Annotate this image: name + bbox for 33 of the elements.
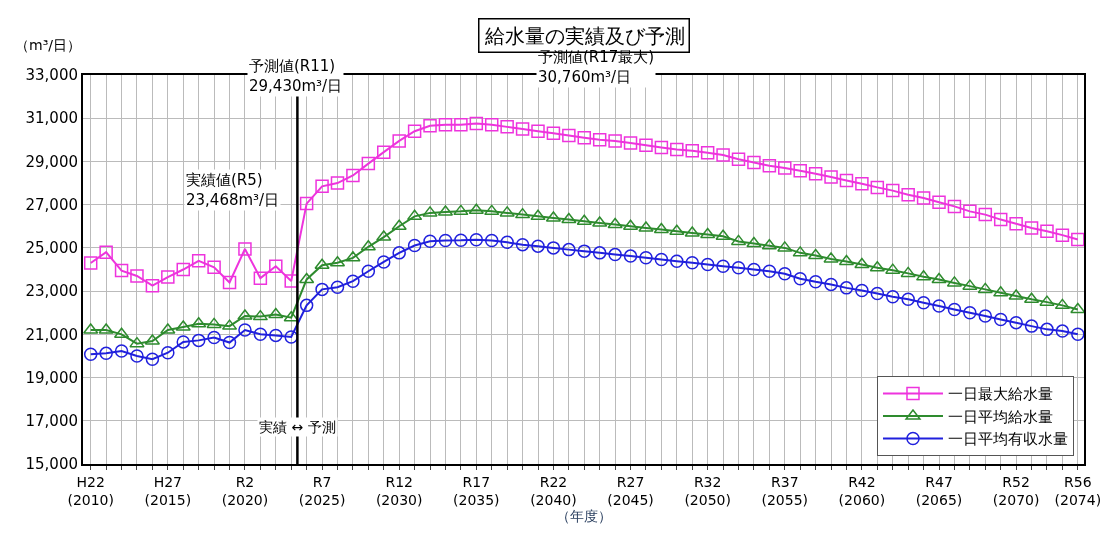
x-tick-label: R32 (2050) <box>684 473 731 508</box>
y-tick-label: 29,000 <box>25 152 78 171</box>
legend-label: 一日最大給水量 <box>947 385 1053 404</box>
x-tick-label: R22 (2040) <box>530 473 577 508</box>
x-tick-label: R56 (2074) <box>1054 473 1102 508</box>
x-tick-label: R37 (2055) <box>761 473 809 508</box>
annotation: 実績値(R5) 23,468m³/日 <box>186 171 280 209</box>
chart-title: 給水量の実績及び予測 <box>483 23 685 48</box>
y-tick-label: 27,000 <box>25 195 78 214</box>
x-tick-label: R47 (2065) <box>915 473 963 508</box>
y-tick-label: 21,000 <box>25 325 78 344</box>
y-tick-label: 33,000 <box>25 66 78 85</box>
x-tick-label: H22 (2010) <box>67 473 114 508</box>
y-tick-label: 15,000 <box>25 455 78 474</box>
y-tick-label: 19,000 <box>25 368 78 387</box>
x-tick-label: R7 (2025) <box>298 473 346 508</box>
x-tick-label: R17 (2035) <box>453 473 500 508</box>
x-tick-label: R2 (2020) <box>221 473 269 508</box>
x-tick-label: R12 (2030) <box>375 473 423 508</box>
x-tick-label: H27 (2015) <box>144 473 192 508</box>
annotation: 実績 ↔ 予測 <box>259 419 336 435</box>
x-axis-title: （年度） <box>555 508 612 524</box>
y-axis-title: （m³/日） <box>15 37 81 53</box>
x-tick-label: R27 (2045) <box>607 473 654 508</box>
legend-label: 一日平均給水量 <box>947 407 1053 426</box>
legend-label: 一日平均有収水量 <box>947 430 1068 449</box>
annotation: 予測値(R11) 29,430m³/日 <box>249 57 343 95</box>
x-tick-label: R42 (2060) <box>838 473 886 508</box>
y-tick-label: 31,000 <box>25 109 78 128</box>
x-tick-label: R52 (2070) <box>992 473 1040 508</box>
y-tick-label: 25,000 <box>25 239 78 258</box>
y-tick-label: 23,000 <box>25 282 78 301</box>
y-tick-label: 17,000 <box>25 412 78 431</box>
